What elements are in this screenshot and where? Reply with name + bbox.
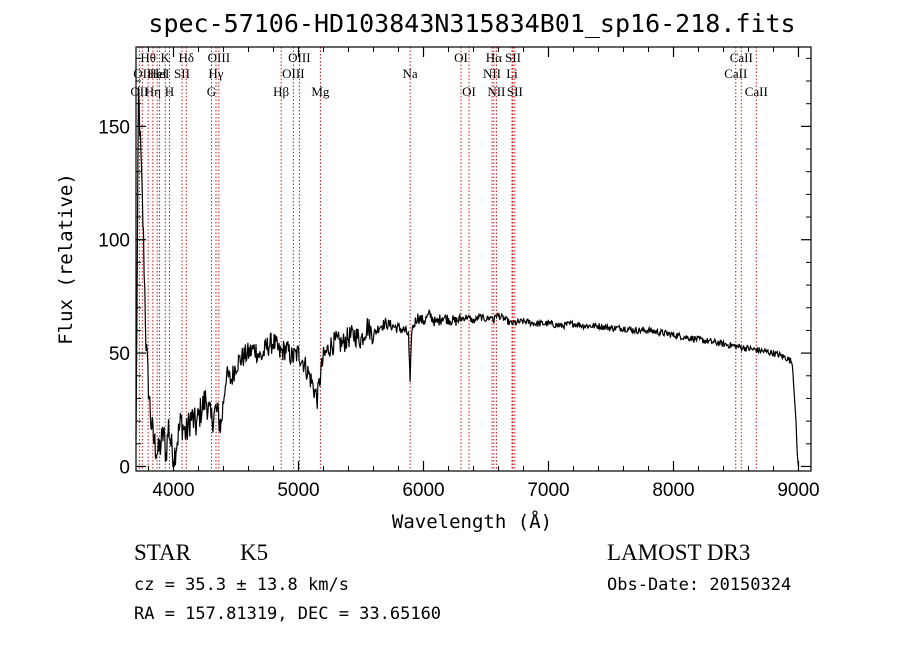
coordinates: RA = 157.81319, DEC = 33.65160: [134, 604, 441, 624]
line-marker-label: Hγ: [208, 66, 223, 81]
x-axis: 4000 5000 6000 7000 8000 9000: [148, 47, 820, 501]
line-marker-label: CaII: [745, 84, 768, 99]
x-tick-label: 9000: [777, 480, 819, 501]
observation-date: Obs-Date: 20150324: [607, 575, 791, 595]
line-marker-label: OI: [454, 50, 468, 65]
line-marker-label: Hα: [486, 50, 502, 65]
x-tick-label: 7000: [527, 480, 569, 501]
line-marker-label: SII: [505, 50, 521, 65]
chart-title: spec-57106-HD103843N315834B01_sp16-218.f…: [148, 9, 795, 38]
y-tick-label: 50: [109, 344, 130, 365]
line-marker-label: HeI: [147, 66, 167, 81]
line-marker-label: H: [165, 84, 174, 99]
line-marker-label: Mg: [311, 84, 330, 99]
y-tick-label: 0: [119, 457, 130, 478]
emission-line-labels: OIIOIIHθHηHeIHeIKHSIIHδGHγOIIIHβOIIIOIII…: [130, 50, 767, 99]
object-class: STAR: [134, 540, 192, 565]
line-marker-label: Li: [506, 66, 518, 81]
line-marker-label: CaII: [730, 50, 753, 65]
line-marker-label: OIII: [208, 50, 230, 65]
x-tick-label: 4000: [152, 480, 194, 501]
line-marker-label: Hη: [145, 84, 161, 99]
y-axis: 0 50 100 150: [98, 57, 811, 478]
x-axis-title: Wavelength (Å): [392, 510, 552, 533]
line-marker-label: K: [161, 50, 171, 65]
line-marker-label: NII: [487, 84, 505, 99]
line-marker-label: OIII: [288, 50, 310, 65]
emission-line-markers: [138, 47, 757, 471]
x-tick-label: 6000: [402, 480, 444, 501]
spectrum-line: [135, 86, 800, 468]
line-marker-label: HeI: [150, 66, 170, 81]
spectral-subclass: K5: [240, 540, 268, 565]
line-marker-label: Na: [403, 66, 418, 81]
line-marker-label: Hδ: [178, 50, 194, 65]
y-tick-label: 100: [98, 231, 130, 252]
line-marker-label: NII: [483, 66, 501, 81]
line-marker-label: OI: [462, 84, 476, 99]
line-marker-label: OIII: [282, 66, 304, 81]
plot-frame: [135, 46, 812, 472]
line-marker-label: Hβ: [273, 84, 289, 99]
survey-name: LAMOST DR3: [607, 540, 750, 565]
x-tick-label: 5000: [277, 480, 319, 501]
line-marker-label: SII: [507, 84, 523, 99]
x-tick-label: 8000: [652, 480, 694, 501]
line-marker-label: OII: [133, 66, 151, 81]
line-marker-label: OII: [130, 84, 148, 99]
line-marker-label: SII: [174, 66, 190, 81]
y-axis-title: Flux (relative): [55, 173, 77, 345]
line-marker-label: Hθ: [140, 50, 156, 65]
line-marker-label: G: [207, 84, 216, 99]
y-tick-label: 150: [98, 117, 130, 138]
line-marker-label: CaII: [724, 66, 747, 81]
redshift-velocity: cz = 35.3 ± 13.8 km/s: [134, 575, 349, 595]
